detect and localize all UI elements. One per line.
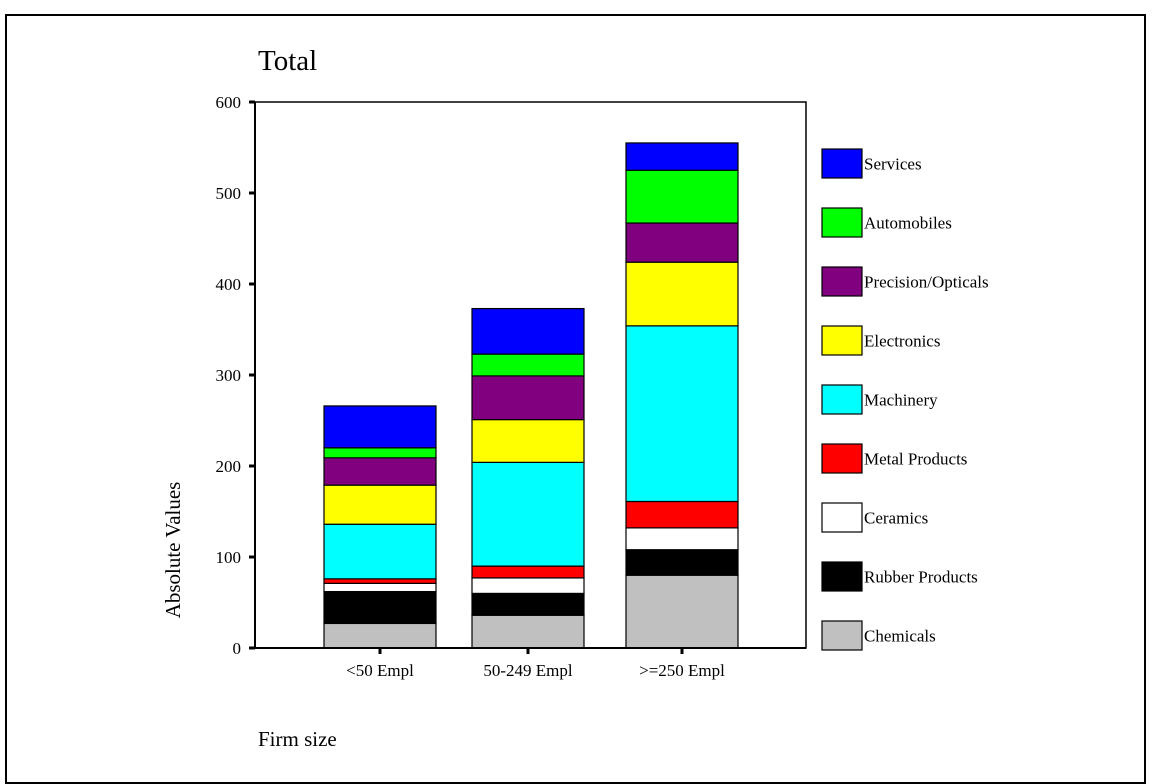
bar-segment-metal-products-2 bbox=[471, 565, 585, 579]
y-tick-label: 500 bbox=[216, 184, 242, 203]
legend: Services Automobiles Precision/Opticals Ele… bbox=[821, 148, 989, 651]
bar-segment-rubber-products-3 bbox=[625, 549, 739, 576]
legend-label: Metal Products bbox=[864, 450, 967, 469]
bar-segment-machinery-3 bbox=[625, 325, 739, 503]
bar-segment-metal-products-1 bbox=[323, 578, 437, 584]
bar-segment-metal-products-3 bbox=[625, 500, 739, 529]
y-tick-label: 300 bbox=[216, 366, 242, 385]
bars-group bbox=[323, 142, 739, 649]
bar-segment-services-3 bbox=[625, 142, 739, 171]
bar-segment-electronics-3 bbox=[625, 261, 739, 327]
x-axis-label: Firm size bbox=[258, 727, 337, 751]
bar-segment-machinery-2 bbox=[471, 461, 585, 567]
bar-segment-automobiles-1 bbox=[323, 447, 437, 459]
bar-segment-electronics-2 bbox=[471, 418, 585, 463]
bar-segment-rubber-products-2 bbox=[471, 592, 585, 616]
bar-segment-electronics-1 bbox=[323, 484, 437, 525]
legend-swatch bbox=[821, 207, 863, 238]
bar-segment-chemicals-3 bbox=[625, 574, 739, 649]
y-tick-label: 600 bbox=[216, 93, 242, 112]
legend-label: Automobiles bbox=[864, 214, 952, 233]
legend-swatch bbox=[821, 266, 863, 297]
legend-swatch bbox=[821, 502, 863, 533]
legend-label: Chemicals bbox=[864, 627, 936, 646]
legend-label: Rubber Products bbox=[864, 568, 978, 587]
bar-segment-precision-opticals-1 bbox=[323, 457, 437, 486]
bar-segment-services-1 bbox=[323, 405, 437, 449]
legend-label: Services bbox=[864, 155, 922, 174]
y-tick-label: 0 bbox=[233, 639, 242, 658]
legend-swatch bbox=[821, 561, 863, 592]
y-tick-label: 400 bbox=[216, 275, 242, 294]
bar-segment-services-2 bbox=[471, 307, 585, 355]
legend-swatch bbox=[821, 443, 863, 474]
x-tick-label: >=250 Empl bbox=[639, 661, 725, 680]
legend-swatch bbox=[821, 384, 863, 415]
y-axis-label: Absolute Values bbox=[161, 482, 185, 619]
bar-segment-chemicals-1 bbox=[323, 622, 437, 649]
y-tick-label: 100 bbox=[216, 548, 242, 567]
chart-title: Total bbox=[258, 45, 317, 77]
legend-swatch bbox=[821, 148, 863, 179]
x-tick-label: 50-249 Empl bbox=[483, 661, 573, 680]
x-tick-label: <50 Empl bbox=[346, 661, 414, 680]
bar-segment-precision-opticals-3 bbox=[625, 222, 739, 263]
legend-label: Machinery bbox=[864, 391, 938, 410]
stacked-bar-chart: Total 0 100 200 300 400 500 600 <50 Empl 50-249 … bbox=[161, 45, 989, 751]
legend-label: Precision/Opticals bbox=[864, 273, 989, 292]
bar-segment-chemicals-2 bbox=[471, 614, 585, 649]
bar-segment-rubber-products-1 bbox=[323, 590, 437, 625]
legend-swatch bbox=[821, 325, 863, 356]
legend-label: Electronics bbox=[864, 332, 940, 351]
bar-segment-precision-opticals-2 bbox=[471, 375, 585, 421]
y-tick-label: 200 bbox=[216, 457, 242, 476]
axes-group: 0 100 200 300 400 500 600 <50 Empl 50-249 Empl >=… bbox=[216, 93, 806, 680]
legend-swatch bbox=[821, 620, 863, 651]
bar-segment-automobiles-3 bbox=[625, 169, 739, 224]
legend-label: Ceramics bbox=[864, 509, 928, 528]
bar-segment-ceramics-1 bbox=[323, 582, 437, 593]
bar-segment-ceramics-3 bbox=[625, 527, 739, 551]
bar-segment-automobiles-2 bbox=[471, 353, 585, 377]
bar-segment-machinery-1 bbox=[323, 523, 437, 580]
bar-segment-ceramics-2 bbox=[471, 577, 585, 594]
